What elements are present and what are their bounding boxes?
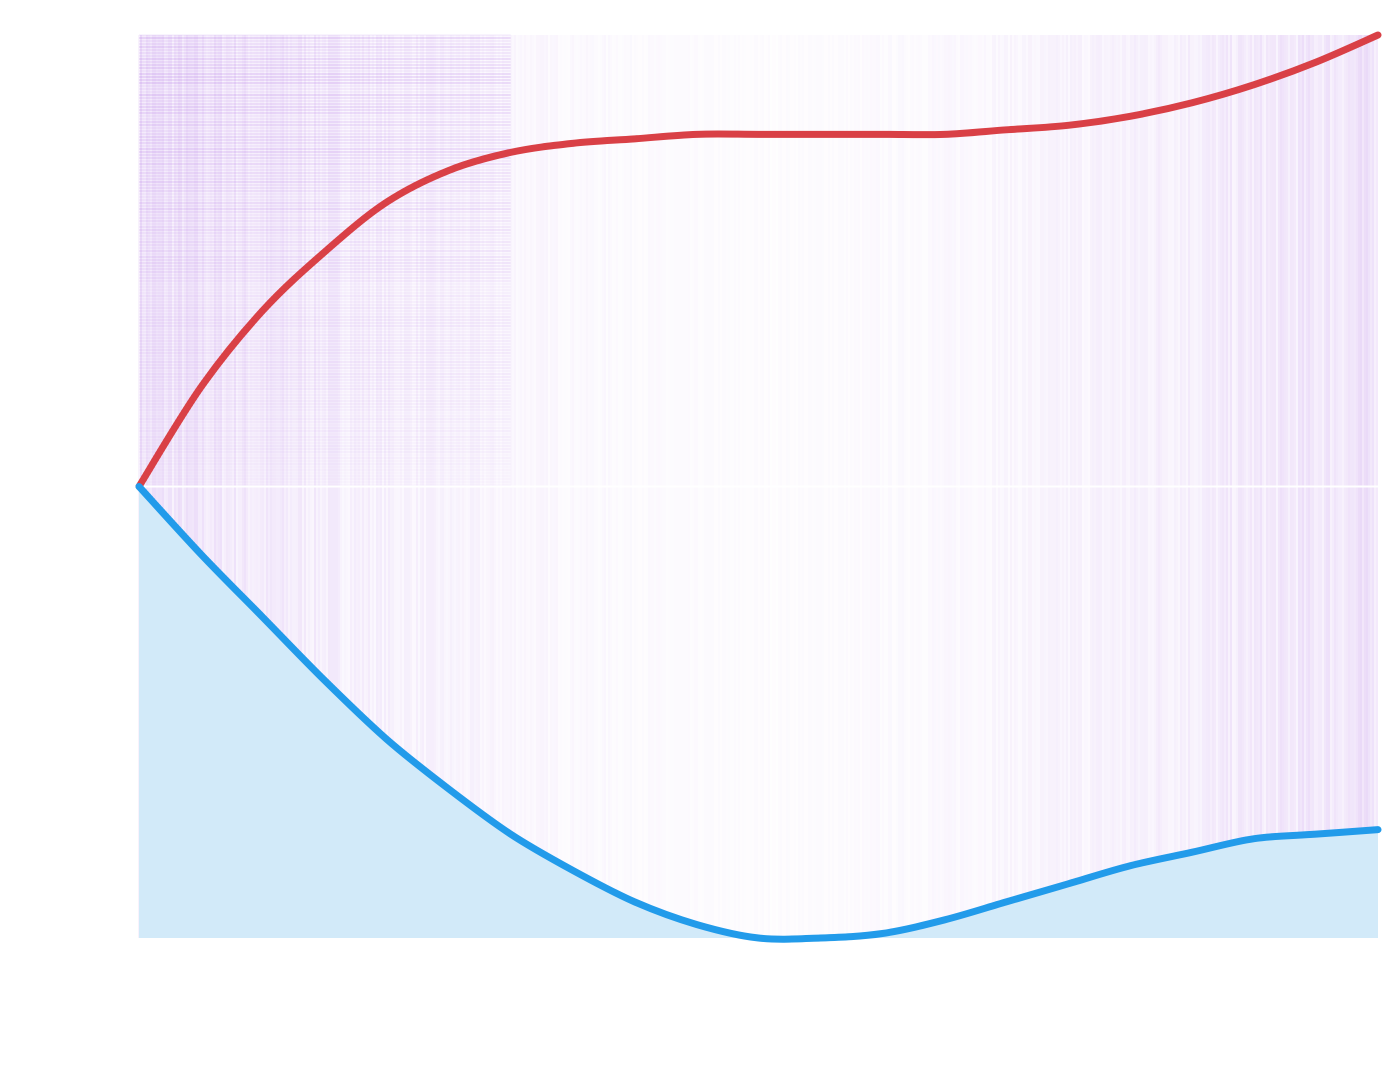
series-0-line — [135, 31, 1382, 490]
series-lines — [135, 31, 1382, 943]
series-areas — [139, 486, 1378, 940]
series-1-line — [135, 483, 1382, 943]
series-1-area — [139, 486, 1378, 940]
